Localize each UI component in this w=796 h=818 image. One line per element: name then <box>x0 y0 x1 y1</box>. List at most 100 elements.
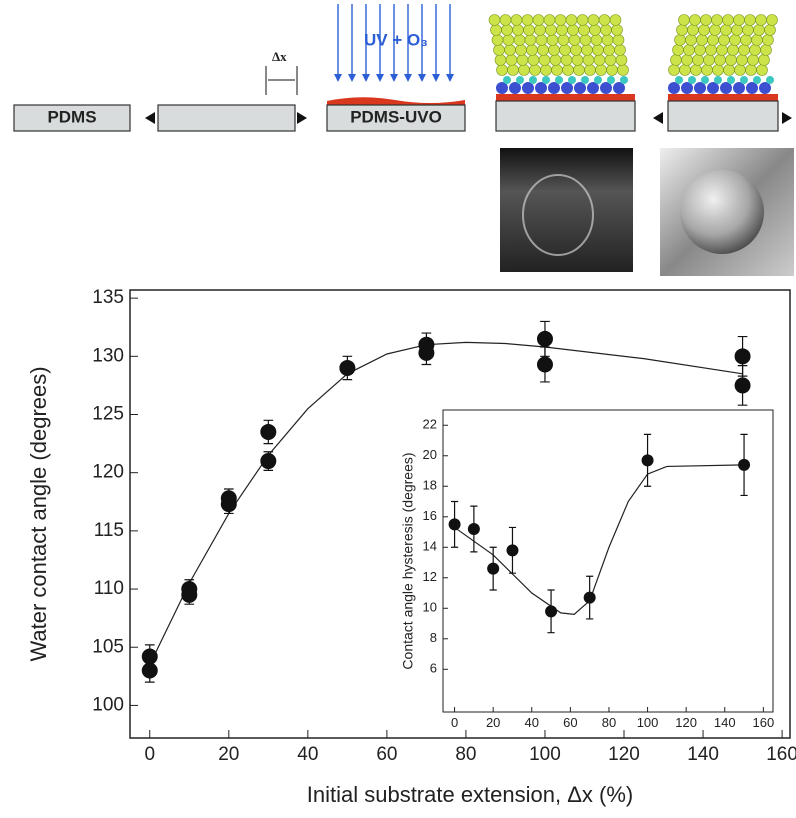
polymer <box>565 14 578 26</box>
polymer <box>604 54 617 66</box>
polymer <box>595 64 607 76</box>
data-point <box>583 591 596 604</box>
arrowhead <box>145 112 155 124</box>
x-tick-label: 40 <box>297 744 318 765</box>
pdms-uvo-label: PDMS-UVO <box>350 107 442 126</box>
polymer <box>609 14 622 26</box>
polymer <box>600 24 612 36</box>
arrowhead <box>782 112 792 124</box>
polymer <box>692 54 704 66</box>
polymer <box>523 24 535 36</box>
polymer <box>753 24 765 36</box>
data-point <box>181 586 198 603</box>
polymer <box>504 44 516 56</box>
uv-arrowhead <box>418 74 426 82</box>
x-tick-label: 120 <box>608 744 640 765</box>
data-point <box>141 648 158 665</box>
y-tick-label: 125 <box>92 404 124 425</box>
x-axis-label: Initial substrate extension, Δx (%) <box>307 782 634 807</box>
polymer <box>733 14 745 26</box>
polymer <box>584 64 596 76</box>
polymer <box>617 64 629 76</box>
polymer <box>747 54 759 66</box>
molecule <box>733 82 745 94</box>
y-tick-label: 18 <box>423 478 437 493</box>
polymer <box>760 44 772 56</box>
polymer <box>499 14 512 26</box>
polymer <box>532 14 545 26</box>
polymer <box>718 34 730 46</box>
polymer <box>611 24 623 36</box>
molecule <box>681 82 693 94</box>
polymer <box>502 34 515 46</box>
molecule <box>613 82 625 94</box>
polymer <box>567 24 579 36</box>
polymer <box>705 44 717 56</box>
y-tick-label: 100 <box>92 694 124 715</box>
polymer <box>698 24 710 36</box>
substrate <box>157 104 296 132</box>
polymer <box>593 54 606 66</box>
photo-drop <box>522 174 594 256</box>
y-tick-label: 6 <box>430 661 437 676</box>
polymer <box>537 44 549 56</box>
polymer <box>549 54 562 66</box>
polymer <box>568 34 581 46</box>
data-point <box>641 454 654 467</box>
molecule <box>607 76 615 84</box>
molecule <box>720 82 732 94</box>
molecule <box>668 82 680 94</box>
polymer <box>736 54 748 66</box>
molecule <box>581 76 589 84</box>
y-tick-label: 130 <box>92 345 124 366</box>
photo-drop <box>680 170 764 254</box>
uv-arrowhead <box>446 74 454 82</box>
polymer <box>734 64 746 76</box>
y-axis-label: Contact angle hysteresis (degrees) <box>400 452 416 669</box>
polymer <box>513 34 526 46</box>
polymer <box>557 34 570 46</box>
polymer <box>725 54 737 66</box>
polymer <box>579 34 592 46</box>
molecule <box>561 82 573 94</box>
polymer <box>526 44 538 56</box>
polymer <box>571 54 584 66</box>
y-tick-label: 8 <box>430 630 437 645</box>
polymer <box>745 64 757 76</box>
x-tick-label: 40 <box>525 715 539 730</box>
molecule <box>548 82 560 94</box>
x-tick-label: 100 <box>637 715 659 730</box>
molecule <box>727 76 735 84</box>
molecule <box>594 76 602 84</box>
polymer <box>727 44 739 56</box>
polymer <box>510 14 523 26</box>
oxide-layer <box>668 94 778 102</box>
x-tick-label: 80 <box>602 715 616 730</box>
uv-arrowhead <box>348 74 356 82</box>
data-point <box>260 423 277 440</box>
polymer <box>714 54 726 66</box>
molecule <box>522 82 534 94</box>
uv-label: UV + O₃ <box>364 30 428 49</box>
pdms-label: PDMS <box>47 107 96 126</box>
x-tick-label: 80 <box>455 744 476 765</box>
molecule <box>766 76 774 84</box>
data-point <box>536 330 553 347</box>
molecule <box>574 82 586 94</box>
molecule <box>600 82 612 94</box>
polymer <box>701 64 713 76</box>
molecule <box>568 76 576 84</box>
y-tick-label: 12 <box>423 569 437 584</box>
polymer <box>573 64 585 76</box>
polymer <box>694 44 706 56</box>
y-tick-label: 20 <box>423 447 437 462</box>
polymer <box>527 54 540 66</box>
polymer <box>590 34 603 46</box>
y-tick-label: 14 <box>423 539 437 554</box>
polymer <box>712 64 724 76</box>
polymer <box>711 14 723 26</box>
polymer <box>668 64 680 76</box>
polymer <box>723 64 735 76</box>
molecule <box>509 82 521 94</box>
